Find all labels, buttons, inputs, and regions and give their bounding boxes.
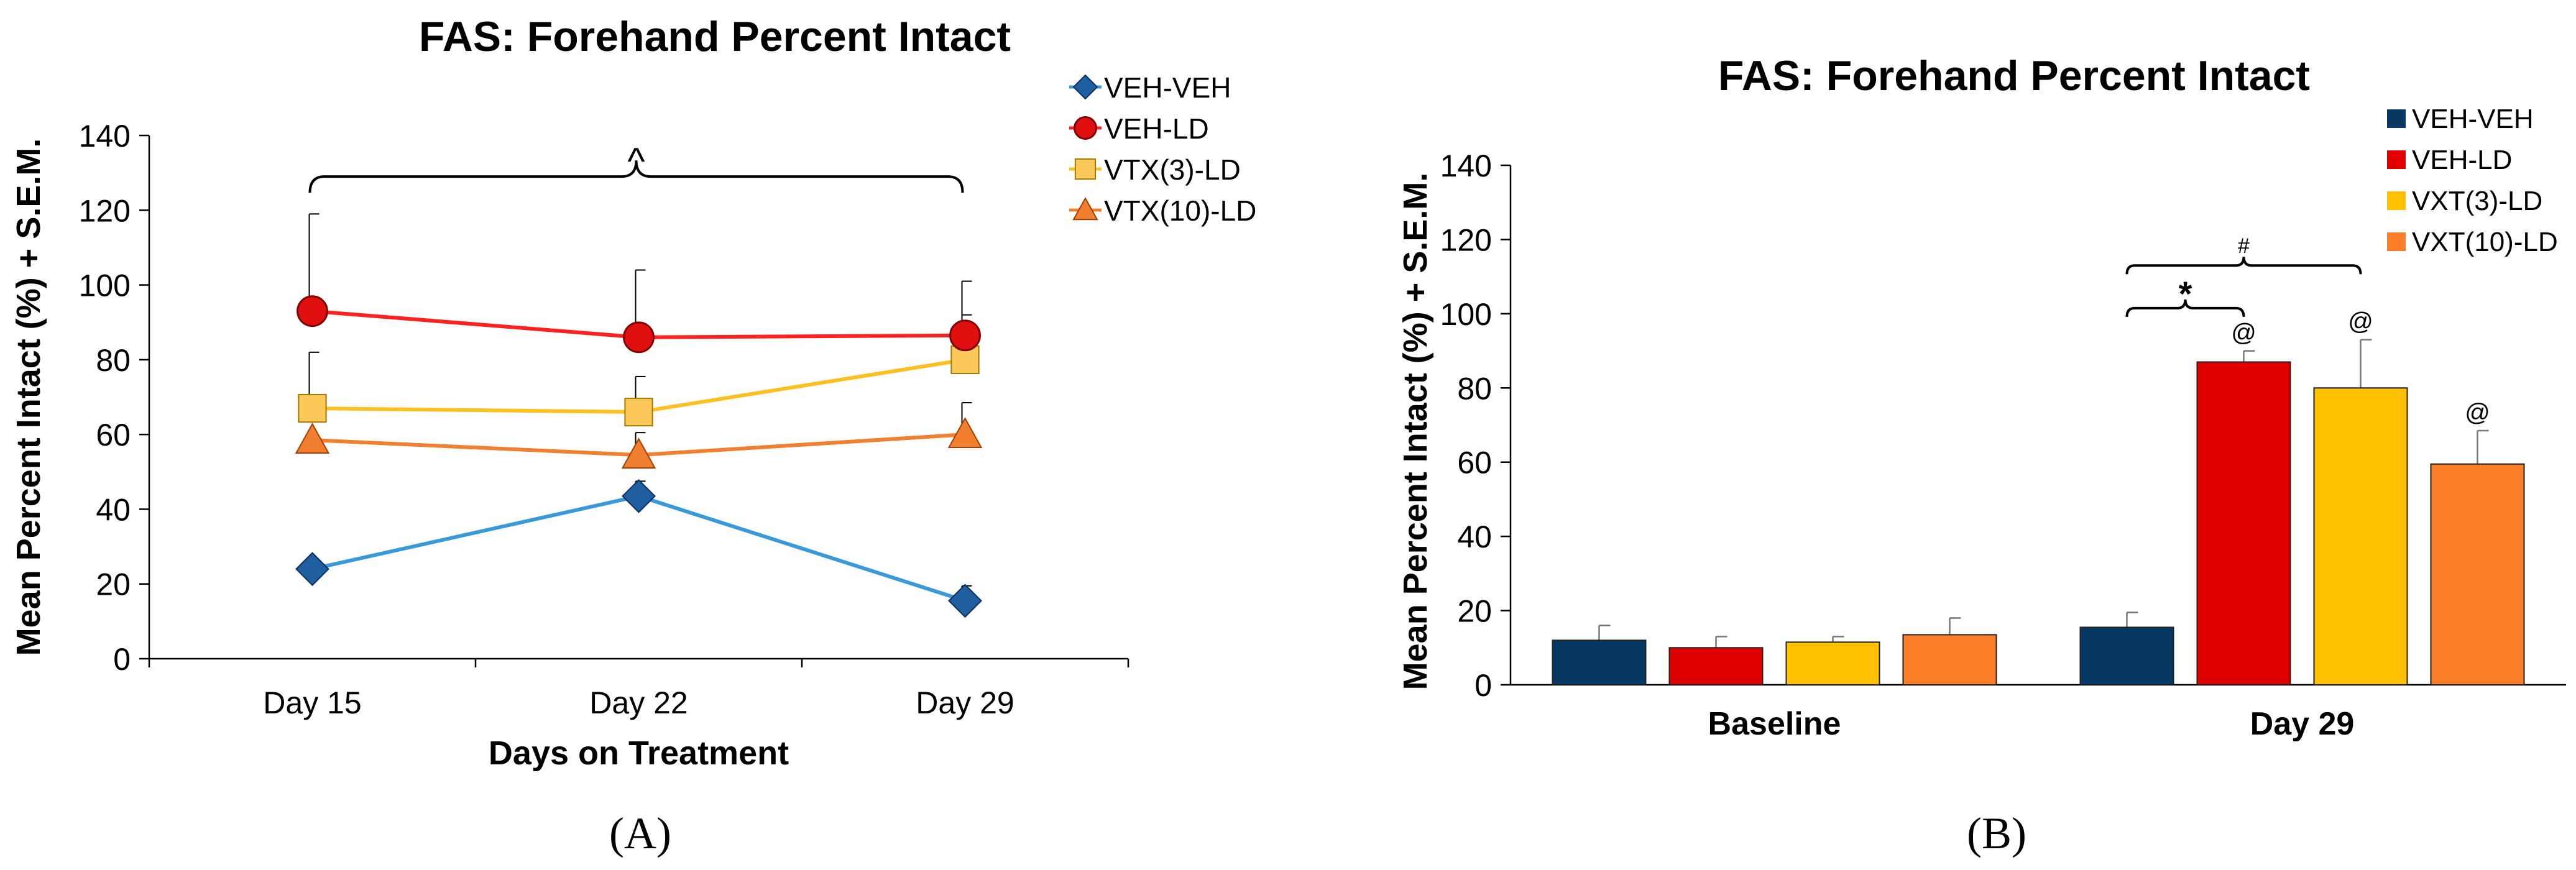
chart-b-title: FAS: Forehand Percent Intact: [1718, 52, 2310, 99]
chart-a-y-tick-label: 40: [96, 492, 131, 527]
panel-label-b: (B): [1967, 808, 2026, 858]
chart-b-legend-label: VXT(10)-LD: [2412, 227, 2558, 257]
chart-a-point-veh-veh: [295, 552, 329, 587]
chart-a-point-vtx-3-ld: [298, 393, 327, 423]
chart-a-y-tick-label: 100: [79, 268, 131, 303]
chart-b-legend-swatch-vxt-10-ld: [2387, 232, 2406, 251]
chart-b-bar-vxt-10-ld: [2430, 463, 2525, 685]
chart-a-point-veh-ld: [949, 319, 981, 352]
chart-a: FAS: Forehand Percent Intact 0 20 40 60 80 100…: [10, 13, 1256, 858]
chart-a-x-tick-label: Day 29: [916, 685, 1014, 720]
chart-a-legend-marker-veh-ld: [1074, 116, 1097, 140]
chart-b-bar-veh-veh: [1552, 639, 1647, 686]
chart-b-legend-swatch-veh-veh: [2387, 109, 2406, 128]
chart-a-y-tick-label: 20: [96, 567, 131, 602]
chart-a-x-tick-label: Day 22: [589, 685, 688, 720]
chart-b-y-tick-label: 120: [1440, 222, 1492, 257]
chart-b-bracket-star: [2125, 299, 2245, 317]
chart-a-point-veh-veh: [622, 478, 656, 513]
panel-label-a: (A): [609, 808, 671, 858]
chart-b-y-tick-label: 100: [1440, 297, 1492, 332]
chart-b: FAS: Forehand Percent Intact 0 20 40 60 80 100…: [1397, 52, 2566, 858]
chart-a-legend-label: VEH-VEH: [1104, 71, 1231, 104]
chart-b-y-tick-label: 20: [1457, 594, 1492, 629]
chart-a-legend-marker-veh-veh: [1072, 74, 1098, 100]
chart-a-point-vtx-10-ld: [621, 437, 656, 469]
chart-b-bar-veh-veh: [2079, 626, 2174, 686]
chart-b-legend-swatch-vxt-3-ld: [2387, 191, 2406, 210]
chart-b-annotation-hash: #: [2238, 234, 2250, 258]
chart-a-x-axis-title: Days on Treatment: [489, 735, 789, 772]
chart-b-data-label: @: [2465, 399, 2490, 426]
chart-b-x-tick-label: Baseline: [1708, 706, 1841, 742]
chart-b-y-tick-label: 60: [1457, 446, 1492, 480]
chart-a-legend-label: VTX(3)-LD: [1104, 153, 1241, 186]
chart-a-y-tick-label: 80: [96, 343, 131, 378]
chart-a-y-tick-label: 120: [79, 193, 131, 228]
chart-b-legend-label: VEH-VEH: [2412, 104, 2534, 134]
chart-b-x-tick-label: Day 29: [2250, 706, 2355, 742]
chart-a-point-veh-ld: [623, 321, 655, 354]
chart-a-point-vtx-3-ld: [624, 397, 653, 427]
chart-b-bar-vxt-3-ld: [2313, 387, 2408, 685]
chart-b-bar-veh-ld: [2196, 361, 2291, 685]
chart-a-point-vtx-10-ld: [295, 423, 330, 454]
chart-a-y-tick-label: 0: [113, 642, 131, 677]
chart-a-x-tick-label: Day 15: [263, 685, 361, 720]
chart-b-legend-swatch-veh-ld: [2387, 150, 2406, 169]
chart-b-legend-label: VXT(3)-LD: [2412, 186, 2542, 216]
chart-b-legend-label: VEH-LD: [2412, 145, 2512, 175]
chart-b-data-label: @: [2231, 319, 2256, 347]
chart-b-y-axis-title: Mean Percent Intact (%) + S.E.M.: [1397, 173, 1434, 690]
chart-a-point-veh-ld: [297, 295, 328, 327]
chart-a-legend-label: VEH-LD: [1104, 112, 1209, 145]
chart-b-y-tick-label: 0: [1474, 668, 1492, 703]
chart-a-y-tick-label: 60: [96, 418, 131, 452]
chart-b-y-tick-label: 80: [1457, 371, 1492, 406]
chart-a-title: FAS: Forehand Percent Intact: [419, 13, 1011, 60]
chart-a-y-axis-title: Mean Percent Intact (%) + S.E.M.: [10, 139, 47, 656]
chart-a-annotation: ^: [627, 140, 645, 182]
chart-b-y-tick-label: 40: [1457, 520, 1492, 554]
chart-a-legend-marker-vtx-10-ld: [1072, 196, 1098, 221]
chart-a-legend-marker-vtx-3-ld: [1074, 158, 1097, 180]
chart-b-bar-vxt-3-ld: [1785, 641, 1880, 686]
chart-b-annotation-star: *: [2179, 274, 2192, 313]
chart-a-y-tick-label: 140: [79, 119, 131, 153]
chart-a-point-vtx-10-ld: [947, 417, 983, 448]
chart-b-bar-veh-ld: [1668, 647, 1764, 686]
chart-b-y-tick-label: 140: [1440, 149, 1492, 183]
chart-a-legend-label: VTX(10)-LD: [1104, 195, 1256, 227]
chart-a-point-veh-veh: [948, 584, 982, 618]
chart-b-data-label: @: [2348, 308, 2373, 336]
chart-b-bracket-hash: [2125, 257, 2362, 275]
chart-b-bar-vxt-10-ld: [1902, 634, 1997, 686]
